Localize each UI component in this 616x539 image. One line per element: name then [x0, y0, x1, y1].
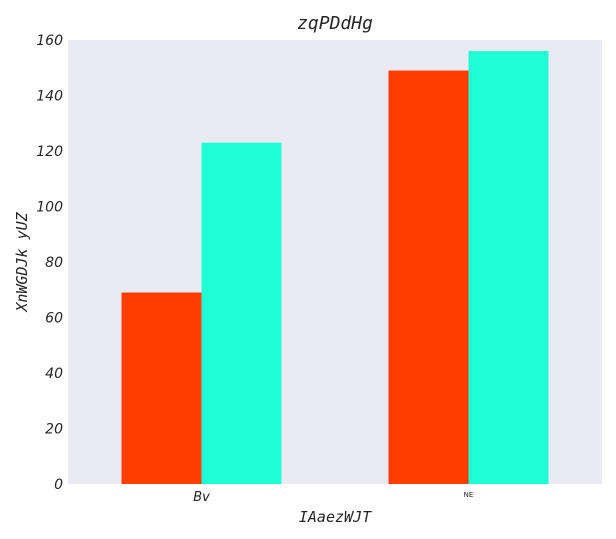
y-tick-label: 80 — [45, 255, 63, 271]
x-tick-label: Bv — [193, 490, 210, 505]
y-tick-label: 60 — [45, 311, 63, 327]
bars-group — [121, 51, 549, 485]
y-axis-label: XnWGDJk yUZ — [13, 211, 31, 312]
y-tick-label: 120 — [36, 144, 63, 160]
x-ticks-group: Bv NE — [193, 490, 473, 505]
bar — [121, 292, 202, 484]
y-tick-label: 20 — [45, 422, 63, 438]
y-tick-label: 100 — [36, 200, 63, 216]
x-axis-label: IAaezWJT — [299, 508, 372, 526]
chart-title: zqPDdHg — [297, 13, 373, 34]
y-tick-label: 160 — [36, 33, 63, 49]
y-tick-label: 40 — [45, 366, 63, 382]
bar — [201, 142, 282, 485]
bar — [468, 51, 549, 484]
y-ticks-group: 0 20 40 60 80 100 120 140 160 — [36, 33, 63, 493]
y-tick-label: 140 — [36, 89, 63, 105]
x-tick-label: NE — [464, 491, 474, 499]
y-tick-label: 0 — [54, 477, 63, 493]
bar — [388, 70, 469, 485]
